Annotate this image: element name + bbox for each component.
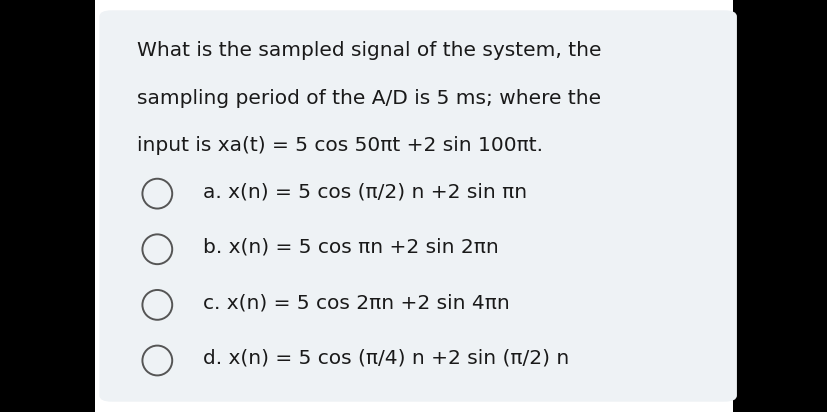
Text: a. x(n) = 5 cos (π/2) n +2 sin πn: a. x(n) = 5 cos (π/2) n +2 sin πn [203,182,526,201]
Bar [95,0,732,412]
Text: d. x(n) = 5 cos (π/4) n +2 sin (π/2) n: d. x(n) = 5 cos (π/4) n +2 sin (π/2) n [203,349,568,368]
Text: c. x(n) = 5 cos 2πn +2 sin 4πn: c. x(n) = 5 cos 2πn +2 sin 4πn [203,293,509,312]
Text: sampling period of the A/D is 5 ms; where the: sampling period of the A/D is 5 ms; wher… [136,89,600,108]
Text: input is xa(t) = 5 cos 50πt +2 sin 100πt.: input is xa(t) = 5 cos 50πt +2 sin 100πt… [136,136,542,155]
FancyBboxPatch shape [99,10,736,402]
Text: b. x(n) = 5 cos πn +2 sin 2πn: b. x(n) = 5 cos πn +2 sin 2πn [203,238,498,257]
Text: What is the sampled signal of the system, the: What is the sampled signal of the system… [136,41,600,60]
